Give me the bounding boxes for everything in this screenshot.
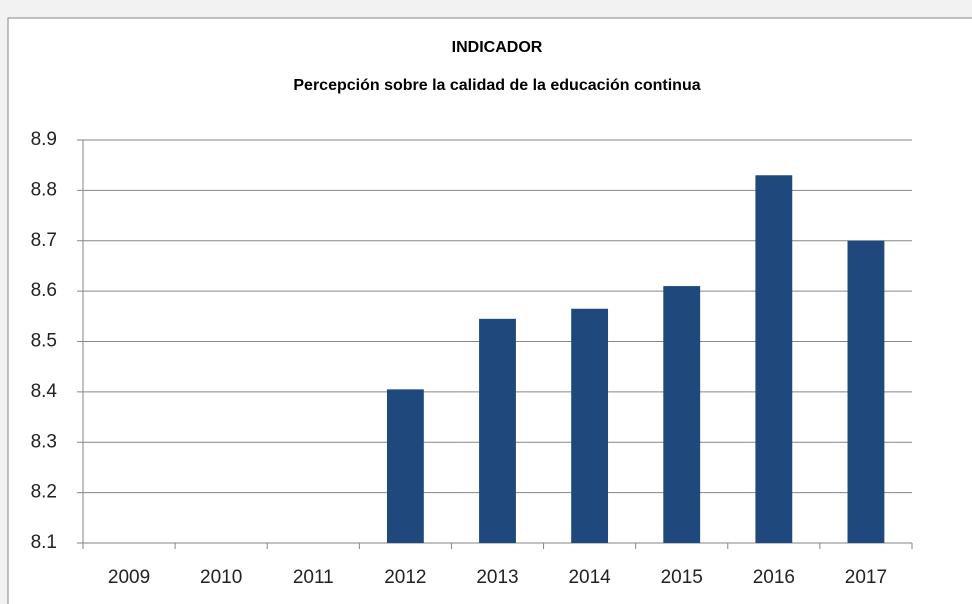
x-tick-label: 2017	[845, 567, 887, 588]
bar	[479, 318, 516, 543]
bar	[847, 240, 885, 543]
y-tick-label: 8.4	[31, 381, 58, 402]
x-tick-label: 2016	[753, 567, 795, 588]
x-tick-label: 2013	[476, 567, 518, 588]
chart-subtitle: Percepción sobre la calidad de la educac…	[293, 77, 700, 94]
bar	[571, 308, 609, 543]
y-tick-label: 8.2	[31, 482, 57, 503]
x-tick-label: 2010	[200, 567, 242, 588]
bar	[386, 389, 424, 543]
x-tick-label: 2012	[384, 567, 426, 588]
y-tick-label: 8.1	[31, 532, 57, 553]
y-tick-label: 8.3	[31, 431, 57, 452]
x-tick-label: 2015	[661, 567, 703, 588]
y-tick-label: 8.5	[31, 331, 57, 352]
x-tick-label: 2014	[568, 567, 611, 588]
y-tick-label: 8.9	[31, 129, 57, 150]
y-tick-label: 8.7	[31, 230, 57, 251]
bar	[663, 286, 701, 543]
y-tick-label: 8.6	[31, 280, 57, 301]
x-tick-label: 2011	[293, 567, 334, 588]
chart-title: INDICADOR	[452, 39, 543, 56]
bar	[755, 175, 793, 543]
x-tick-label: 2009	[108, 567, 150, 588]
y-tick-label: 8.8	[31, 179, 57, 200]
